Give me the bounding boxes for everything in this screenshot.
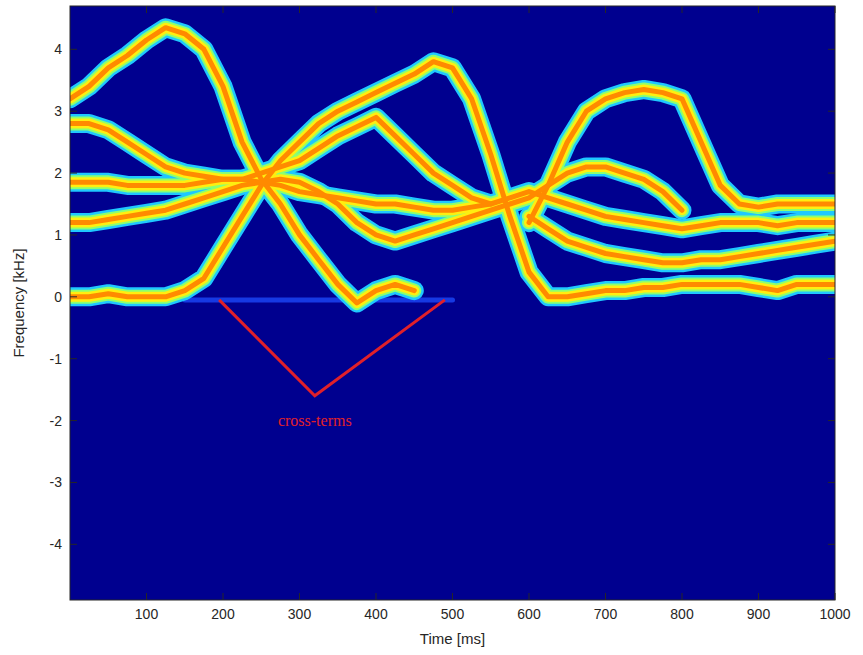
plot-background: [70, 6, 835, 600]
x-tick: [452, 6, 453, 13]
x-tick: [452, 593, 453, 600]
y-tick-label: 4: [54, 41, 62, 57]
y-tick: [70, 296, 77, 297]
x-tick: [835, 593, 836, 600]
x-tick: [146, 6, 147, 13]
x-tick: [758, 593, 759, 600]
y-tick: [828, 234, 835, 235]
y-tick: [828, 111, 835, 112]
x-axis-title: Time [ms]: [420, 630, 485, 647]
y-tick: [70, 234, 77, 235]
y-tick: [70, 482, 77, 483]
y-tick: [70, 49, 77, 50]
y-tick: [70, 173, 77, 174]
x-tick-label: 900: [747, 606, 771, 622]
y-tick: [70, 111, 77, 112]
x-tick-label: 300: [288, 606, 312, 622]
ridge: [70, 28, 414, 303]
y-tick-label: 2: [54, 165, 62, 181]
x-tick: [223, 6, 224, 13]
x-tick: [299, 593, 300, 600]
x-tick: [376, 593, 377, 600]
ridge-glow: [70, 62, 835, 297]
y-axis-title: Frequency [kHz]: [10, 248, 27, 357]
ridge: [70, 117, 491, 204]
ridge-glow: [70, 28, 414, 303]
ridge: [70, 167, 682, 241]
chart: 100 200 300 400 500 600 700 800 900 1000 -4 -3 -2 -1 0…: [0, 0, 863, 655]
y-tick: [828, 544, 835, 545]
x-tick: [529, 6, 530, 13]
y-tick: [70, 358, 77, 359]
y-tick: [70, 544, 77, 545]
x-tick-label: 600: [517, 606, 541, 622]
x-tick-label: 700: [594, 606, 618, 622]
y-tick: [828, 420, 835, 421]
ridge: [529, 216, 835, 262]
x-tick-label: 800: [670, 606, 694, 622]
y-tick-label: -3: [50, 474, 63, 490]
y-tick: [828, 482, 835, 483]
x-tick: [758, 6, 759, 13]
x-tick-label: 200: [211, 606, 235, 622]
x-tick: [529, 593, 530, 600]
ridge-glow: [70, 62, 835, 297]
x-tick-label: 400: [364, 606, 388, 622]
x-tick: [299, 6, 300, 13]
ridges: [70, 28, 835, 303]
ridge-glow: [70, 62, 835, 297]
y-tick-label: -1: [50, 351, 63, 367]
y-tick-label: 1: [54, 227, 62, 243]
x-tick: [682, 593, 683, 600]
y-tick: [828, 296, 835, 297]
ridge: [70, 62, 835, 297]
x-tick: [376, 6, 377, 13]
x-tick: [682, 6, 683, 13]
annotation-pointer: [219, 300, 445, 396]
x-tick-label: 1000: [819, 606, 850, 622]
y-tick: [828, 49, 835, 50]
x-tick: [146, 593, 147, 600]
plot-frame: [70, 6, 835, 600]
x-tick: [605, 593, 606, 600]
x-tick: [835, 6, 836, 13]
ridge: [529, 90, 835, 223]
y-tick-label: 3: [54, 103, 62, 119]
y-tick: [70, 420, 77, 421]
x-tick-label: 100: [135, 606, 159, 622]
y-tick-label: 0: [54, 289, 62, 305]
y-tick: [828, 358, 835, 359]
ridge-glow: [70, 28, 414, 303]
annotation-label: cross-terms: [278, 412, 352, 429]
y-tick-label: -2: [50, 413, 63, 429]
x-tick: [605, 6, 606, 13]
y-tick-label: -4: [50, 536, 63, 552]
y-tick: [828, 173, 835, 174]
ridge-glow: [70, 28, 414, 303]
x-tick: [223, 593, 224, 600]
x-tick-label: 500: [441, 606, 465, 622]
